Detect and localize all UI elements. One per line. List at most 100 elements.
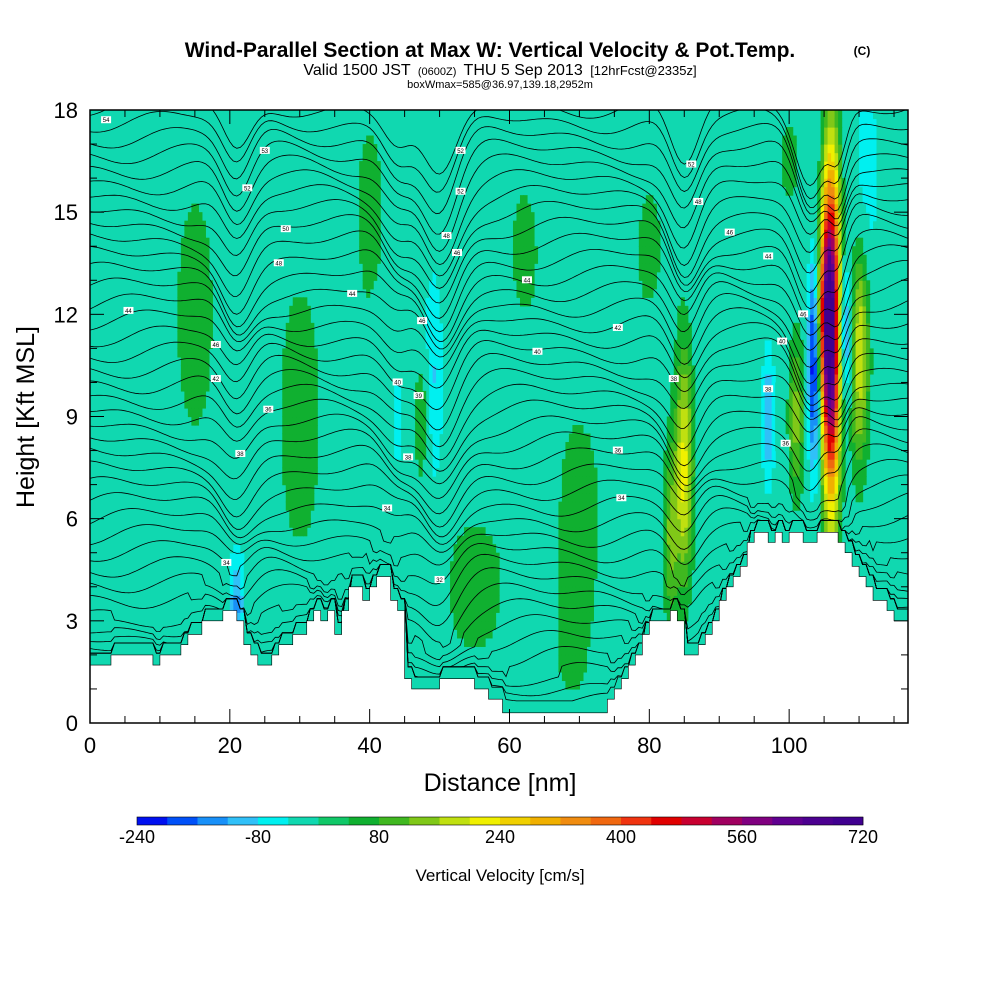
velocity-cell — [299, 339, 304, 349]
velocity-cell — [432, 348, 437, 358]
velocity-cell — [467, 603, 472, 613]
velocity-cell — [834, 339, 839, 349]
velocity-cell — [852, 399, 857, 409]
velocity-cell — [813, 356, 818, 367]
contour-label-bg — [763, 385, 774, 393]
velocity-cell — [292, 493, 297, 503]
velocity-cell — [771, 450, 776, 460]
velocity-cell — [474, 620, 479, 630]
velocity-cell — [299, 501, 304, 511]
velocity-cell — [831, 348, 836, 358]
velocity-cell — [394, 467, 399, 477]
velocity-cell — [810, 297, 815, 307]
y-tick-label: 6 — [66, 507, 78, 532]
velocity-cell — [194, 339, 199, 349]
velocity-cell — [838, 450, 843, 460]
contour-label: 52 — [686, 160, 697, 168]
velocity-cell — [299, 484, 304, 494]
velocity-cell — [177, 297, 182, 307]
velocity-cell — [838, 212, 843, 222]
velocity-cell — [813, 382, 818, 392]
velocity-cell — [820, 110, 825, 120]
velocity-cell — [792, 476, 797, 486]
velocity-cell — [841, 416, 846, 426]
velocity-cell — [299, 407, 304, 418]
velocity-cell — [366, 203, 371, 213]
velocity-cell — [191, 212, 196, 222]
velocity-cell — [390, 433, 395, 443]
velocity-cell — [817, 246, 822, 256]
velocity-cell — [432, 305, 437, 315]
velocity-cell — [439, 314, 444, 324]
velocity-cell — [834, 365, 839, 375]
velocity-cell — [813, 416, 818, 426]
velocity-cell — [796, 365, 801, 375]
velocity-cell — [666, 442, 671, 452]
velocity-cell — [568, 578, 574, 588]
velocity-cell — [561, 637, 567, 647]
velocity-cell — [198, 314, 203, 324]
velocity-cell — [436, 305, 441, 315]
velocity-cell — [862, 476, 867, 486]
velocity-cell — [519, 263, 525, 273]
velocity-cell — [684, 382, 689, 392]
velocity-cell — [299, 433, 304, 443]
velocity-cell — [838, 527, 843, 537]
velocity-cell — [831, 169, 836, 179]
velocity-cell — [177, 331, 182, 341]
velocity-cell — [572, 442, 577, 452]
velocity-cell — [519, 195, 525, 205]
valid-utc: (0600Z) — [418, 66, 457, 78]
velocity-cell — [838, 288, 843, 298]
velocity-cell — [303, 450, 308, 460]
velocity-cell — [422, 288, 427, 298]
velocity-cell — [236, 544, 241, 554]
velocity-cell — [666, 527, 671, 537]
velocity-cell — [866, 331, 871, 341]
contour-label: 36 — [780, 439, 791, 448]
velocity-cell — [673, 407, 678, 418]
velocity-cell — [589, 527, 594, 537]
velocity-cell — [862, 365, 867, 375]
velocity-cell — [429, 237, 434, 247]
velocity-cell — [582, 510, 587, 520]
velocity-cell — [810, 339, 815, 349]
velocity-cell — [362, 237, 367, 247]
velocity-cell — [303, 510, 308, 520]
velocity-cell — [415, 382, 420, 392]
velocity-cell — [820, 416, 825, 426]
velocity-cell — [299, 390, 304, 401]
velocity-cell — [820, 161, 825, 171]
velocity-cell — [177, 280, 182, 290]
velocity-cell — [827, 203, 832, 213]
velocity-cell — [859, 161, 864, 171]
velocity-cell — [376, 246, 381, 256]
velocity-cell — [243, 603, 248, 613]
velocity-cell — [575, 459, 581, 469]
velocity-cell — [285, 459, 290, 469]
velocity-cell — [282, 382, 287, 392]
velocity-cell — [862, 339, 867, 349]
velocity-cell — [831, 152, 836, 162]
velocity-cell — [876, 169, 881, 179]
velocity-cell — [432, 450, 437, 460]
velocity-cell — [460, 561, 465, 571]
velocity-cell — [236, 552, 241, 562]
velocity-cell — [834, 518, 839, 528]
velocity-cell — [533, 246, 539, 256]
velocity-cell — [652, 237, 657, 247]
velocity-cell — [831, 135, 836, 145]
velocity-cell — [813, 501, 818, 511]
velocity-cell — [764, 493, 769, 503]
velocity-cell — [831, 373, 836, 384]
velocity-cell — [205, 305, 210, 315]
velocity-cell — [285, 373, 290, 384]
velocity-cell — [820, 305, 825, 315]
velocity-cell — [310, 433, 315, 443]
velocity-cell — [558, 603, 563, 613]
velocity-cell — [362, 220, 367, 230]
velocity-cell — [481, 552, 486, 562]
velocity-cell — [680, 552, 685, 562]
velocity-cell — [299, 416, 304, 426]
velocity-cell — [586, 518, 591, 528]
